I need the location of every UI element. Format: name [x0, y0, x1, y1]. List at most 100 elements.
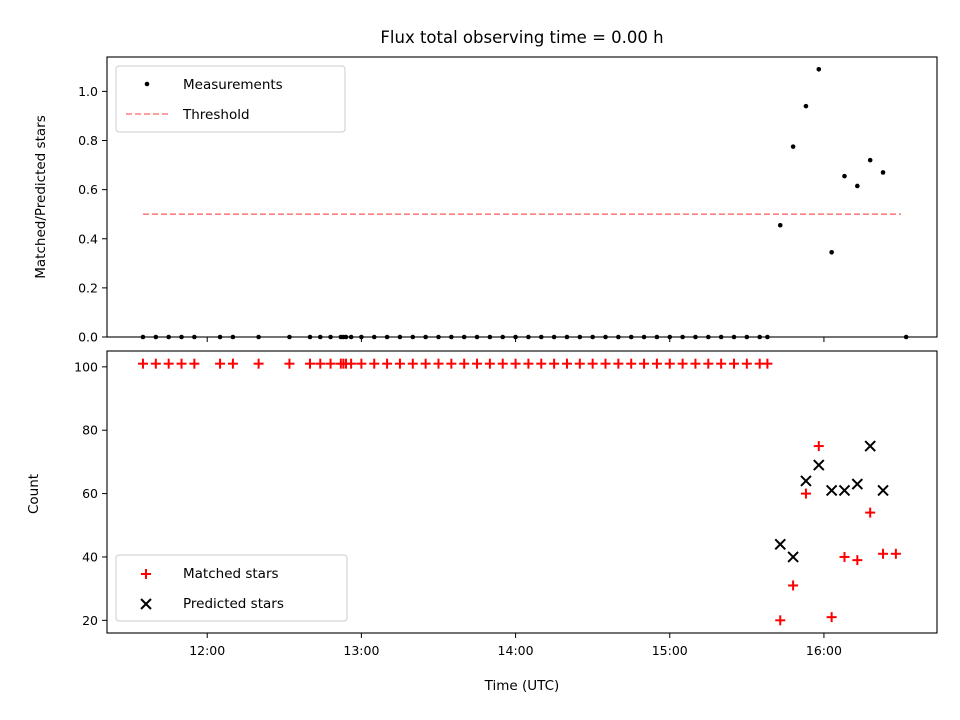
matched-star-point — [639, 358, 650, 369]
measurement-point — [538, 334, 544, 340]
measurement-point — [140, 334, 146, 340]
predicted-star-point — [787, 551, 799, 563]
measurement-point — [230, 334, 236, 340]
matched-star-point — [523, 358, 534, 369]
matched-star-point — [284, 358, 295, 369]
legend-predicted-marker — [140, 598, 152, 610]
matched-star-point — [394, 358, 405, 369]
matched-star-point — [189, 358, 200, 369]
measurement-point — [855, 183, 860, 189]
legend-measurements-label: Measurements — [183, 77, 283, 93]
matched-star-point — [497, 358, 508, 369]
matched-star-point — [626, 358, 637, 369]
measurement-point — [153, 334, 159, 340]
measurement-point — [731, 334, 737, 340]
measurement-point — [513, 334, 518, 340]
matched-star-point — [890, 548, 901, 559]
measurement-point — [765, 334, 770, 340]
matched-star-point — [600, 358, 611, 369]
measurement-point — [803, 103, 809, 109]
chart-title: Flux total observing time = 0.00 h — [380, 28, 663, 47]
measurement-point — [192, 334, 197, 340]
measurement-point — [744, 334, 750, 340]
measurement-point — [777, 222, 783, 228]
measurement-point — [616, 334, 621, 340]
measurement-point — [564, 334, 570, 340]
measurement-point — [328, 334, 333, 340]
measurement-point — [343, 334, 349, 340]
measurement-point — [410, 334, 416, 340]
matched-star-point — [549, 358, 560, 369]
matched-star-point — [253, 358, 264, 369]
legend-matched-marker — [141, 569, 151, 579]
legend-threshold-label: Threshold — [182, 107, 250, 123]
matched-star-point — [813, 441, 824, 452]
matched-star-point — [536, 358, 547, 369]
measurement-point — [816, 66, 822, 72]
bottom-y-axis-label: Count — [26, 474, 42, 514]
measurement-point — [461, 334, 467, 340]
matched-star-point — [346, 358, 357, 369]
matched-star-point — [459, 358, 470, 369]
measurement-point — [256, 334, 261, 340]
measurement-point — [179, 334, 184, 340]
measurement-point — [217, 334, 223, 340]
matched-star-point — [137, 358, 148, 369]
measurement-point — [880, 170, 886, 175]
matched-star-point — [788, 580, 799, 591]
matched-star-point — [446, 358, 457, 369]
bottom-plot: 20 40 60 80 100 12:00 13:00 14:00 15:00 16:00 Co… — [26, 350, 938, 694]
measurement-point — [551, 334, 557, 340]
measurement-point — [829, 249, 834, 255]
matched-star-point — [826, 612, 837, 623]
measurement-point — [317, 334, 323, 340]
predicted-star-point — [838, 484, 851, 497]
measurement-point — [867, 157, 873, 163]
matched-star-point — [775, 615, 786, 626]
x-tick-label: 15:00 — [652, 643, 688, 658]
matched-star-point — [703, 358, 714, 369]
predicted-star-point — [864, 440, 876, 452]
matched-star-point — [587, 358, 598, 369]
top-y-tick-label: 0.4 — [78, 231, 98, 246]
x-tick-label: 14:00 — [498, 643, 534, 658]
matched-star-point — [472, 358, 483, 369]
predicted-star-point — [813, 459, 825, 471]
bottom-y-tick-label: 60 — [82, 486, 98, 501]
matched-star-point — [651, 358, 662, 369]
matched-star-point — [839, 551, 850, 562]
matched-star-point — [315, 358, 326, 369]
measurement-point — [397, 334, 403, 340]
matched-star-point — [878, 548, 889, 559]
measurement-point — [842, 173, 847, 179]
matched-star-point — [176, 358, 187, 369]
legend-measurements-marker — [144, 81, 150, 87]
measurement-point — [423, 334, 428, 340]
measurement-point — [487, 334, 493, 340]
measurement-point — [641, 334, 647, 340]
measurement-point — [667, 334, 673, 340]
bottom-y-tick-label: 80 — [82, 423, 98, 438]
matched-star-point — [150, 358, 161, 369]
measurement-point — [166, 334, 171, 340]
predicted-star-point — [851, 478, 864, 490]
matched-star-point — [325, 358, 336, 369]
top-y-axis-label: Matched/Predicted stars — [33, 115, 49, 278]
matched-star-point — [484, 358, 495, 369]
predicted-star-point — [800, 475, 812, 487]
matched-star-point — [677, 358, 688, 369]
measurement-point — [718, 334, 724, 340]
matched-star-point — [305, 358, 316, 369]
x-tick-label: 16:00 — [806, 643, 842, 658]
measurement-point — [500, 334, 506, 340]
measurement-point — [474, 334, 480, 340]
matched-star-point — [369, 358, 380, 369]
matched-star-point — [433, 358, 444, 369]
top-plot: 0.0 0.2 0.4 0.6 0.8 1.0 Matched/Predicted sta… — [33, 56, 938, 345]
matched-star-point — [716, 358, 727, 369]
matched-star-point — [510, 358, 521, 369]
matched-star-point — [227, 358, 238, 369]
bottom-y-tick-label: 40 — [82, 549, 98, 564]
x-axis-label: Time (UTC) — [484, 678, 560, 694]
